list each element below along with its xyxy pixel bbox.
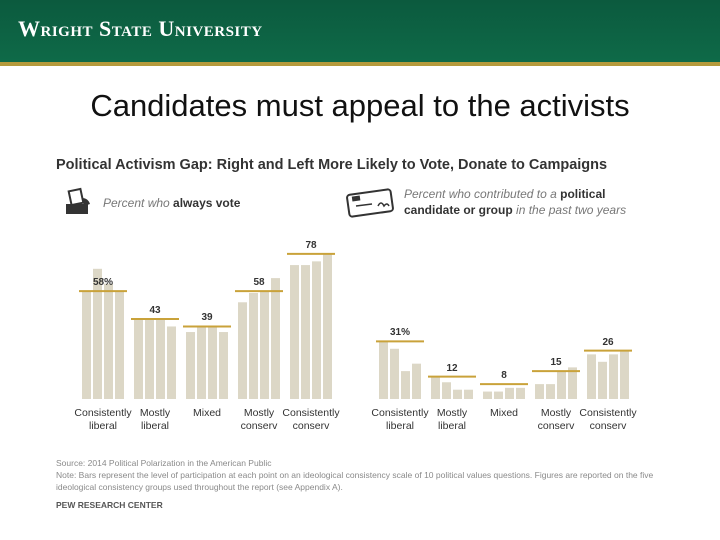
group-value-label: 39 bbox=[201, 312, 213, 324]
bar bbox=[104, 283, 113, 399]
ballot-icon bbox=[66, 187, 90, 214]
legend-contribute: Percent who contributed to a political c… bbox=[404, 186, 644, 218]
category-label: Mostly liberal bbox=[139, 407, 171, 432]
group-value-label: 15 bbox=[550, 357, 562, 369]
bar bbox=[401, 371, 410, 399]
group-value-label: 26 bbox=[602, 336, 614, 348]
group-value-label: 12 bbox=[446, 362, 458, 374]
bar bbox=[82, 291, 91, 399]
slide-title: Candidates must appeal to the activists bbox=[90, 88, 630, 123]
group-value-label: 31% bbox=[389, 327, 411, 339]
bar bbox=[505, 387, 514, 399]
legend-contribute-prefix: Percent who contributed to a bbox=[404, 187, 557, 201]
group-value-label: 58% bbox=[92, 277, 114, 289]
bar bbox=[431, 376, 440, 399]
category-label: Consistently conserv bbox=[282, 407, 340, 432]
legend-contribute-suffix: in the past two years bbox=[516, 203, 627, 217]
bar bbox=[453, 389, 462, 399]
category-label: Consistently liberal bbox=[74, 407, 132, 432]
bar bbox=[516, 387, 525, 399]
category-label: Mixed bbox=[192, 407, 222, 419]
bar bbox=[609, 354, 618, 399]
footnote-note: Note: Bars represent the level of partic… bbox=[56, 470, 654, 492]
bar bbox=[483, 391, 492, 399]
category-label: Consistently liberal bbox=[371, 407, 429, 432]
bar bbox=[598, 361, 607, 399]
bar bbox=[379, 341, 388, 399]
category-label: Mostly conserv bbox=[240, 407, 278, 432]
bar bbox=[156, 319, 165, 399]
category-label: Mostly liberal bbox=[436, 407, 468, 432]
legend-vote-prefix: Percent who bbox=[103, 196, 170, 210]
bar bbox=[546, 384, 555, 399]
check-icon bbox=[346, 188, 394, 218]
bar bbox=[134, 319, 143, 399]
bar bbox=[186, 332, 195, 399]
bar bbox=[290, 265, 299, 399]
group-value-label: 43 bbox=[149, 305, 161, 317]
bar bbox=[301, 265, 310, 399]
university-logo-text: Wright State University bbox=[18, 16, 263, 41]
legend-vote: Percent who always vote bbox=[103, 195, 240, 211]
bar bbox=[167, 326, 176, 399]
bar bbox=[312, 261, 321, 399]
bar bbox=[620, 350, 629, 399]
bar bbox=[93, 268, 102, 399]
legend-vote-bold: always vote bbox=[173, 196, 241, 210]
group-value-label: 78 bbox=[305, 239, 317, 251]
chart-title: Political Activism Gap: Right and Left M… bbox=[56, 157, 608, 173]
bar bbox=[208, 326, 217, 399]
bar bbox=[249, 292, 258, 399]
group-value-label: 58 bbox=[253, 277, 265, 289]
bar bbox=[145, 319, 154, 399]
bar bbox=[568, 367, 577, 399]
bar bbox=[494, 391, 503, 399]
bar bbox=[557, 371, 566, 399]
bar bbox=[442, 382, 451, 399]
pew-brand: PEW RESEARCH CENTER bbox=[56, 500, 163, 510]
bar bbox=[197, 326, 206, 399]
footnote-source: Source: 2014 Political Polarization in t… bbox=[56, 458, 272, 468]
bar bbox=[238, 302, 247, 399]
legend-contribute-bold: political candidate or group bbox=[404, 187, 606, 217]
bar bbox=[535, 384, 544, 399]
group-value-label: 8 bbox=[501, 370, 507, 382]
bar bbox=[219, 332, 228, 399]
bar bbox=[412, 363, 421, 399]
bar bbox=[390, 348, 399, 399]
category-label: Consistently conserv bbox=[579, 407, 637, 432]
category-label: Mostly conserv bbox=[537, 407, 575, 432]
bar bbox=[115, 291, 124, 399]
header-banner bbox=[0, 0, 720, 62]
bar bbox=[271, 278, 280, 399]
bar bbox=[260, 291, 269, 399]
bar bbox=[587, 354, 596, 399]
category-label: Mixed bbox=[489, 407, 519, 419]
header-accent-bar bbox=[0, 62, 720, 66]
bar bbox=[464, 389, 473, 399]
bar bbox=[323, 253, 332, 399]
